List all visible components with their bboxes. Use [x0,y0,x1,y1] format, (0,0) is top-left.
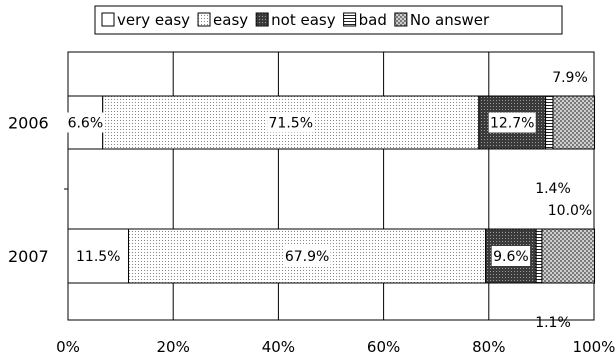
legend-label: bad [359,11,387,29]
x-tick-label: 20% [157,338,190,356]
category-label: 2007 [8,247,49,266]
data-label: 71.5% [269,116,313,132]
x-tick-label: 100% [573,338,616,356]
data-label: 12.7% [490,116,534,132]
category-label: 2006 [8,114,49,133]
x-tick-label: 0% [56,338,80,356]
plot-area: 0% 20% 40% 60% 80% 100% 2006 6.6% 71.5% 12.7% 1.4%… [8,51,616,356]
bar-segment-no-answer [541,228,596,284]
x-tick-label: 40% [262,338,295,356]
legend-swatch [101,12,115,27]
data-label-bg [283,246,331,266]
bar-segment-no-answer [552,95,596,150]
legend-label: No answer [410,11,490,29]
data-label-bg [488,112,536,133]
data-label: 11.5% [76,249,120,265]
legend: very easy easy not easy bad No answer [94,5,563,35]
legend-swatch [197,12,211,27]
data-label-bg [74,246,122,266]
data-label-bg [267,112,315,133]
data-label: 7.9% [552,70,588,86]
bar-segment-bad [545,95,554,150]
data-label: 10.0% [548,203,592,219]
legend-label: not easy [271,11,336,29]
legend-swatch [394,12,408,27]
legend-swatch [255,12,269,27]
legend-swatch [343,12,357,27]
legend-label: easy [213,11,248,29]
legend-frame [94,5,563,35]
data-label: 1.1% [535,315,571,331]
x-tick-label: 60% [367,338,400,356]
x-tick-label: 80% [472,338,505,356]
data-label: 1.4% [535,181,571,197]
data-label-bg [66,112,105,133]
legend-label: very easy [117,11,190,29]
data-label: 67.9% [285,249,329,265]
data-label: 6.6% [68,116,104,132]
data-label-bg [491,246,531,266]
data-label: 9.6% [493,249,529,265]
bar-segment-bad [535,228,543,284]
